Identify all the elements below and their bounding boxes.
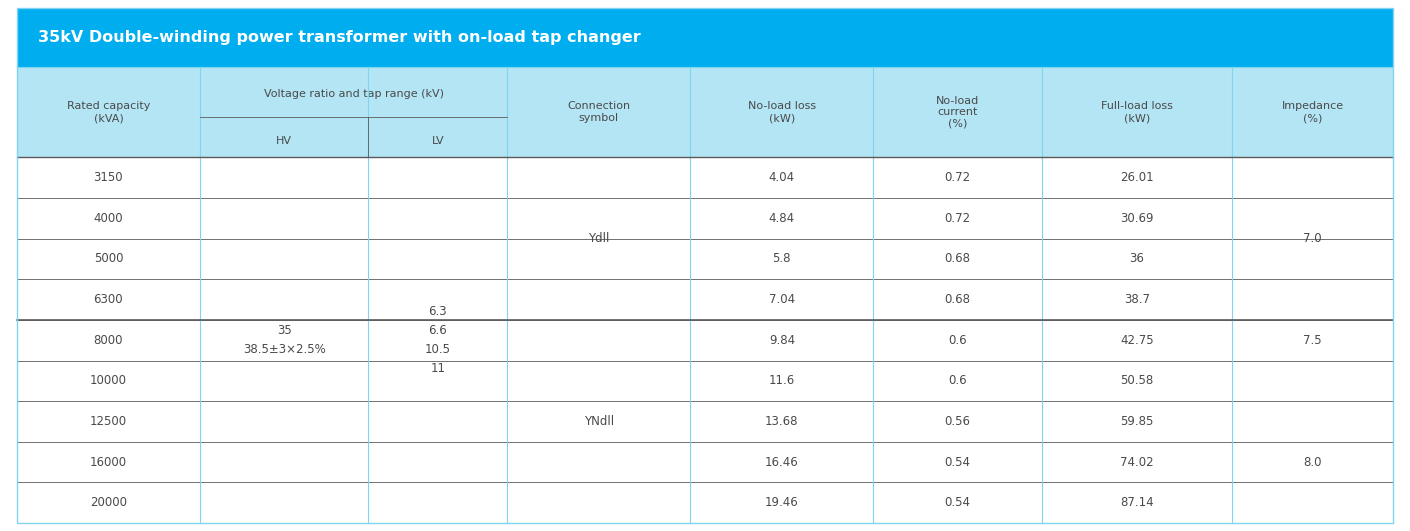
Text: 16.46: 16.46 <box>766 456 798 468</box>
Text: 0.54: 0.54 <box>945 496 970 509</box>
Text: 4000: 4000 <box>93 212 123 225</box>
Bar <box>17 157 1393 523</box>
Text: 5000: 5000 <box>93 252 123 266</box>
Text: 0.68: 0.68 <box>945 252 970 266</box>
Text: 10000: 10000 <box>90 374 127 387</box>
Text: 59.85: 59.85 <box>1120 415 1153 428</box>
Text: YNdll: YNdll <box>584 415 613 428</box>
Text: Connection
symbol: Connection symbol <box>567 101 630 123</box>
Text: 0.72: 0.72 <box>945 212 970 225</box>
Text: 26.01: 26.01 <box>1120 171 1153 184</box>
Text: 7.04: 7.04 <box>768 293 795 306</box>
Bar <box>17 8 1393 67</box>
Text: 8000: 8000 <box>93 333 123 347</box>
Text: No-load loss
(kW): No-load loss (kW) <box>747 101 816 123</box>
Text: 36: 36 <box>1129 252 1145 266</box>
Text: 8.0: 8.0 <box>1303 456 1321 468</box>
Text: 0.56: 0.56 <box>945 415 970 428</box>
Text: 19.46: 19.46 <box>766 496 798 509</box>
Bar <box>17 67 1393 157</box>
Text: 13.68: 13.68 <box>766 415 798 428</box>
Text: 30.69: 30.69 <box>1120 212 1153 225</box>
Text: 9.84: 9.84 <box>768 333 795 347</box>
Text: Voltage ratio and tap range (kV): Voltage ratio and tap range (kV) <box>264 89 444 99</box>
Text: LV: LV <box>431 136 444 146</box>
Text: 12500: 12500 <box>90 415 127 428</box>
Text: 4.84: 4.84 <box>768 212 795 225</box>
Text: 87.14: 87.14 <box>1120 496 1153 509</box>
Text: 20000: 20000 <box>90 496 127 509</box>
Text: 74.02: 74.02 <box>1120 456 1153 468</box>
Text: 6.3
6.6
10.5
11: 6.3 6.6 10.5 11 <box>424 305 451 375</box>
Text: 35kV Double-winding power transformer with on-load tap changer: 35kV Double-winding power transformer wi… <box>38 30 640 45</box>
Text: 0.6: 0.6 <box>949 333 967 347</box>
Text: 5.8: 5.8 <box>773 252 791 266</box>
Text: Full-load loss
(kW): Full-load loss (kW) <box>1101 101 1173 123</box>
Text: 4.04: 4.04 <box>768 171 795 184</box>
Text: 7.5: 7.5 <box>1303 333 1321 347</box>
Text: No-load
current
(%): No-load current (%) <box>936 96 979 129</box>
Text: 16000: 16000 <box>90 456 127 468</box>
Text: Impedance
(%): Impedance (%) <box>1282 101 1344 123</box>
Text: HV: HV <box>276 136 292 146</box>
Text: 0.54: 0.54 <box>945 456 970 468</box>
Text: 6300: 6300 <box>93 293 123 306</box>
Text: 7.0: 7.0 <box>1303 232 1321 245</box>
Text: 0.72: 0.72 <box>945 171 970 184</box>
Text: 11.6: 11.6 <box>768 374 795 387</box>
Text: 50.58: 50.58 <box>1121 374 1153 387</box>
Text: Rated capacity
(kVA): Rated capacity (kVA) <box>66 101 149 123</box>
Text: Ydll: Ydll <box>588 232 609 245</box>
Text: 3150: 3150 <box>93 171 123 184</box>
Text: 42.75: 42.75 <box>1120 333 1153 347</box>
Text: 38.7: 38.7 <box>1124 293 1151 306</box>
Text: 0.68: 0.68 <box>945 293 970 306</box>
Text: 35
38.5±3×2.5%: 35 38.5±3×2.5% <box>243 324 326 356</box>
Text: 0.6: 0.6 <box>949 374 967 387</box>
